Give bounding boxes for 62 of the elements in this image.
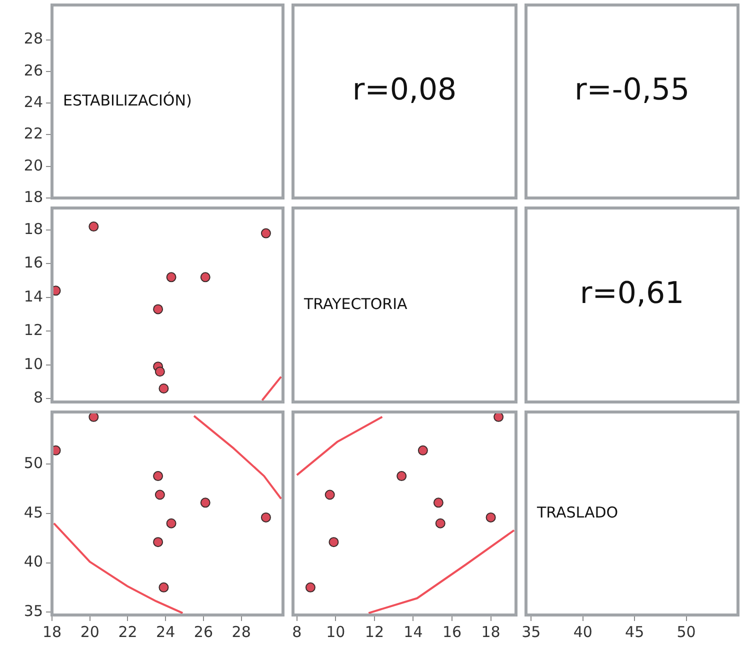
y-tick-label: 24 — [24, 92, 43, 111]
point — [153, 537, 164, 548]
point — [154, 366, 165, 377]
point — [433, 498, 444, 508]
point — [200, 498, 210, 508]
y-tick-label: 28 — [24, 30, 43, 48]
y-tick-label: 40 — [24, 552, 43, 571]
y-tick-label: 22 — [24, 124, 43, 143]
point — [153, 304, 164, 314]
point — [328, 537, 339, 548]
y-tick-label: 16 — [24, 254, 43, 272]
y-tick-label: 8 — [33, 388, 43, 407]
x-tick-label: 20 — [80, 622, 100, 641]
point — [158, 384, 169, 394]
text: r=-0,55 — [574, 72, 690, 108]
x-tick-label: 24 — [156, 622, 176, 641]
x-tick-label: 12 — [364, 622, 384, 641]
point — [153, 471, 164, 482]
x-tick-label: 40 — [573, 622, 592, 641]
y-tick-label: 50 — [24, 454, 43, 472]
x-tick-label: 50 — [676, 622, 696, 641]
point — [154, 490, 165, 500]
point — [418, 445, 428, 456]
x-tick-label: 14 — [404, 622, 423, 641]
point — [435, 518, 446, 528]
y-tick-label: 35 — [24, 602, 43, 620]
annotation: TRASLADO — [536, 503, 618, 522]
y-tick-label: 18 — [24, 188, 43, 206]
point — [88, 412, 99, 422]
x-tick-label: 18 — [42, 622, 62, 641]
y-tick-label: 10 — [24, 354, 43, 373]
x-tick-label: 8 — [292, 622, 302, 641]
point — [88, 222, 99, 232]
point — [305, 582, 316, 592]
x-tick-label: 22 — [118, 622, 138, 641]
point — [158, 582, 169, 592]
point — [260, 512, 271, 522]
annotation: ESTABILIZACIÓN) — [63, 91, 192, 110]
text: TRAYECTORIA — [303, 294, 408, 313]
x-tick-label: 16 — [442, 622, 462, 641]
y-tick-label: 26 — [24, 61, 43, 80]
x-tick-label: 28 — [232, 622, 251, 641]
text: r=0,08 — [352, 72, 457, 108]
y-tick-label: 18 — [24, 220, 43, 238]
point — [494, 412, 504, 422]
point — [166, 272, 176, 282]
x-tick-label: 45 — [625, 622, 644, 641]
y-tick-label: 20 — [24, 156, 43, 174]
point — [396, 471, 407, 482]
point — [166, 518, 176, 528]
text: r=0,61 — [580, 276, 684, 311]
point — [324, 490, 335, 500]
y-tick-label: 45 — [24, 503, 43, 522]
point — [486, 512, 496, 522]
x-tick-label: 35 — [522, 622, 541, 641]
x-tick-label: 10 — [326, 622, 346, 641]
x-tick-label: 18 — [481, 622, 500, 641]
x-tick-label: 26 — [194, 622, 214, 641]
y-tick-label: 14 — [24, 287, 43, 306]
point — [200, 272, 210, 282]
y-tick-label: 12 — [24, 321, 43, 340]
point — [260, 228, 271, 238]
